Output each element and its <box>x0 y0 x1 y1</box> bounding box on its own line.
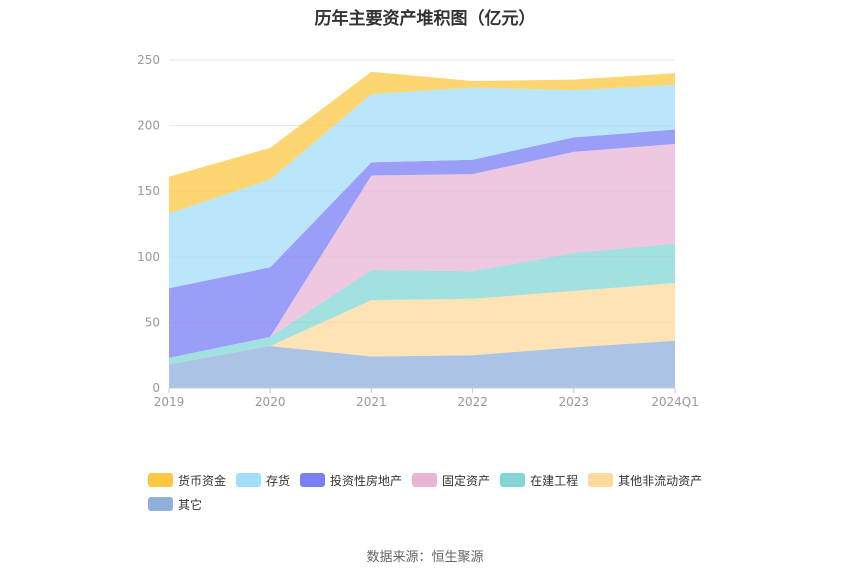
legend: 货币资金 存货 投资性房地产 固定资产 在建工程 其他非流动资产其它 <box>148 472 748 512</box>
area-投资性房地产[interactable] <box>169 129 675 358</box>
legend-label: 其他非流动资产 <box>618 473 703 488</box>
legend-item[interactable]: 固定资产 <box>412 472 490 488</box>
area-其它[interactable] <box>169 340 675 388</box>
x-tick-label: 2022 <box>457 395 488 409</box>
data-source: 数据来源：恒生聚源 <box>366 550 484 565</box>
y-tick-label: 0 <box>152 381 160 395</box>
legend-label: 在建工程 <box>530 473 579 488</box>
legend-swatch <box>412 473 438 487</box>
legend-label: 固定资产 <box>442 473 491 488</box>
legend-swatch <box>148 497 173 511</box>
legend-item[interactable]: 货币资金 <box>148 472 226 488</box>
x-tick-label: 2021 <box>356 395 387 409</box>
legend-item[interactable]: 其它 <box>148 496 202 512</box>
area-series <box>169 71 675 388</box>
y-tick-label: 150 <box>137 184 160 198</box>
legend-swatch <box>500 473 526 487</box>
legend-item[interactable]: 其他非流动资产 <box>588 472 702 488</box>
legend-label: 投资性房地产 <box>330 473 403 488</box>
legend-label: 货币资金 <box>178 473 227 488</box>
y-tick-label: 200 <box>137 119 160 133</box>
x-tick-label: 2020 <box>255 395 286 409</box>
area-存货[interactable] <box>169 84 675 289</box>
legend-label: 其它 <box>178 497 203 512</box>
legend-swatch <box>148 473 173 487</box>
x-tick-label: 2024Q1 <box>651 395 699 409</box>
area-在建工程[interactable] <box>169 243 675 365</box>
area-货币资金[interactable] <box>169 71 675 214</box>
legend-item[interactable]: 在建工程 <box>500 472 578 488</box>
legend-swatch <box>300 473 326 487</box>
legend-swatch <box>236 473 262 487</box>
legend-item[interactable]: 投资性房地产 <box>300 472 402 488</box>
area-固定资产[interactable] <box>169 143 675 358</box>
axes: 0 50 100 150 200 250 2019 2020 2021 2022 2023 2024Q… <box>137 53 699 409</box>
x-tick-label: 2019 <box>154 395 185 409</box>
chart-title: 历年主要资产堆积图（亿元） <box>314 9 536 29</box>
x-tick-label: 2023 <box>559 395 590 409</box>
y-tick-label: 50 <box>145 315 160 329</box>
legend-swatch <box>588 473 614 487</box>
y-tick-label: 250 <box>137 53 160 67</box>
legend-item[interactable]: 存货 <box>236 472 290 488</box>
legend-label: 存货 <box>266 473 291 488</box>
area-其他非流动资产[interactable] <box>169 283 675 365</box>
y-tick-label: 100 <box>137 250 160 264</box>
